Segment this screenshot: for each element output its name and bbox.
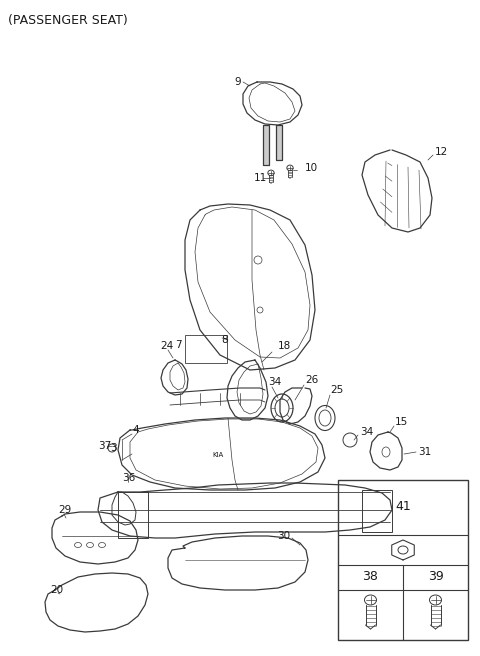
- Text: 34: 34: [268, 377, 281, 387]
- Text: 3: 3: [110, 443, 117, 453]
- Bar: [362, 490, 392, 532]
- Text: 10: 10: [305, 163, 318, 173]
- Text: 41: 41: [395, 501, 411, 514]
- Text: 37: 37: [98, 441, 111, 451]
- Text: 29: 29: [58, 505, 71, 515]
- Text: 15: 15: [395, 417, 408, 427]
- Bar: [338, 480, 468, 640]
- Text: 36: 36: [122, 473, 135, 483]
- Polygon shape: [276, 125, 282, 160]
- Text: 11: 11: [254, 173, 267, 183]
- Text: 26: 26: [305, 375, 318, 385]
- Bar: [263, 125, 269, 165]
- Polygon shape: [263, 125, 269, 165]
- Text: 7: 7: [175, 340, 181, 350]
- Text: 39: 39: [428, 571, 444, 583]
- Text: 4: 4: [132, 425, 139, 435]
- Text: 18: 18: [278, 341, 291, 351]
- Bar: [185, 335, 227, 363]
- Text: 20: 20: [50, 585, 63, 595]
- Text: 12: 12: [435, 147, 448, 157]
- Bar: [276, 125, 282, 160]
- Text: KIA: KIA: [212, 452, 224, 458]
- Text: 25: 25: [330, 385, 343, 395]
- Text: 34: 34: [360, 427, 373, 437]
- Text: 38: 38: [362, 571, 378, 583]
- Text: 24: 24: [160, 341, 173, 351]
- Text: 30: 30: [277, 531, 290, 541]
- Bar: [118, 492, 148, 538]
- Text: 9: 9: [234, 77, 240, 87]
- Text: 31: 31: [418, 447, 431, 457]
- Text: (PASSENGER SEAT): (PASSENGER SEAT): [8, 14, 128, 27]
- Text: 8: 8: [221, 335, 228, 345]
